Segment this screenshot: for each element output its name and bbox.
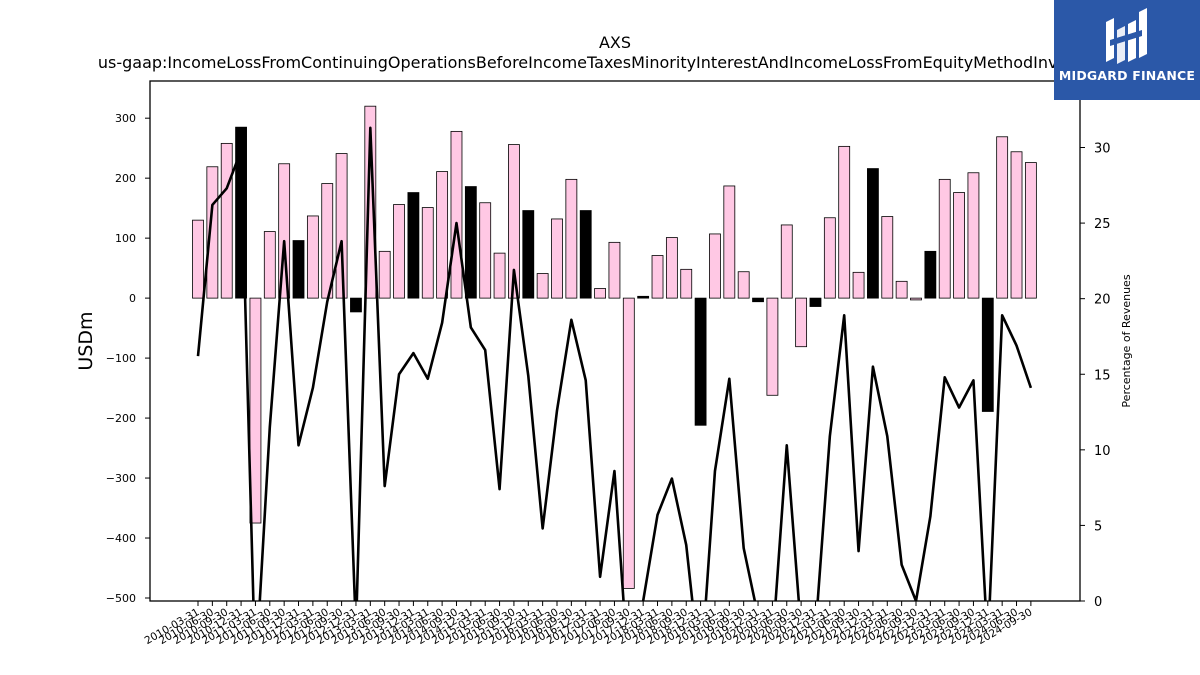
logo-mark-icon	[1106, 8, 1147, 64]
bar	[450, 130, 463, 299]
y2-tick-label: 30	[1094, 142, 1111, 157]
bar	[407, 192, 420, 299]
y2-tick-label: 10	[1094, 444, 1111, 459]
y2-tick-label: 0	[1094, 595, 1102, 610]
bar	[378, 250, 391, 299]
bar	[996, 136, 1009, 299]
y-tick-label: −500	[106, 592, 136, 605]
bar	[709, 233, 721, 299]
bar	[680, 268, 693, 299]
bar	[565, 178, 578, 299]
bar	[852, 271, 865, 299]
y-tick-label: 300	[115, 112, 136, 125]
midgard-finance-logo: MIDGARD FINANCE	[1054, 0, 1200, 100]
bar	[910, 297, 922, 301]
y2-tick-label: 25	[1094, 217, 1111, 232]
plot-frame	[149, 80, 1081, 602]
bar	[350, 297, 362, 313]
bar	[809, 297, 822, 307]
bar	[1024, 162, 1037, 299]
bar	[464, 186, 477, 299]
bar	[421, 207, 434, 299]
bar	[694, 297, 707, 426]
bar	[393, 204, 405, 299]
bar	[508, 144, 520, 299]
bar	[220, 142, 233, 299]
y-tick-label: −100	[106, 352, 136, 365]
logo-text: MIDGARD FINANCE	[1058, 68, 1196, 83]
bar	[335, 153, 348, 299]
bar	[867, 168, 879, 299]
bar	[263, 231, 276, 299]
y2-tick-label: 20	[1094, 293, 1111, 308]
bar	[795, 297, 808, 348]
bar	[823, 217, 836, 299]
bar	[364, 105, 377, 299]
bar	[551, 218, 563, 299]
bar	[938, 178, 951, 299]
bar	[766, 297, 779, 396]
bar	[723, 185, 736, 299]
bar	[522, 210, 535, 299]
plot-area: −500 −400 −300 −200 −100 0 100 200 300 0 5 10 15 20 25…	[106, 80, 1111, 647]
y2-axis-label: Percentage of Revenues	[1120, 274, 1133, 407]
bar	[594, 288, 606, 299]
bar	[536, 273, 549, 299]
bar	[235, 126, 247, 299]
bar	[493, 252, 506, 299]
bar	[1010, 151, 1023, 299]
bar	[249, 297, 262, 524]
bar	[278, 163, 291, 299]
bar	[881, 216, 894, 299]
y-axis-label: USDm	[75, 311, 97, 370]
bar	[752, 297, 764, 303]
y-tick-label: −400	[106, 532, 136, 545]
y-tick-label: 200	[115, 172, 136, 185]
y-tick-label: −300	[106, 472, 136, 485]
y-tick-label: 100	[115, 232, 136, 245]
bar	[953, 192, 965, 299]
bar	[967, 172, 980, 299]
bar	[192, 219, 204, 299]
bar	[665, 237, 678, 299]
bar	[479, 202, 492, 299]
bar	[306, 215, 319, 299]
bar	[206, 166, 219, 299]
chart-title: AXS	[599, 33, 631, 52]
bar	[981, 297, 994, 412]
bar	[737, 271, 750, 299]
bar	[579, 210, 592, 299]
y2-tick-label: 15	[1094, 368, 1111, 383]
bar	[436, 171, 449, 299]
bar	[895, 280, 908, 299]
bar	[780, 224, 793, 299]
bar	[838, 145, 851, 299]
y-tick-label: 0	[129, 292, 136, 305]
y-tick-label: −200	[106, 412, 136, 425]
revenue-percentage-line	[196, 126, 1033, 601]
bar	[622, 297, 635, 589]
bar	[637, 295, 650, 299]
y2-tick-label: 5	[1094, 519, 1102, 534]
bar	[924, 250, 937, 299]
chart-subtitle: us-gaap:IncomeLossFromContinuingOperatio…	[98, 53, 1132, 72]
bar	[608, 241, 621, 299]
bar	[651, 255, 664, 299]
bar	[292, 240, 305, 299]
